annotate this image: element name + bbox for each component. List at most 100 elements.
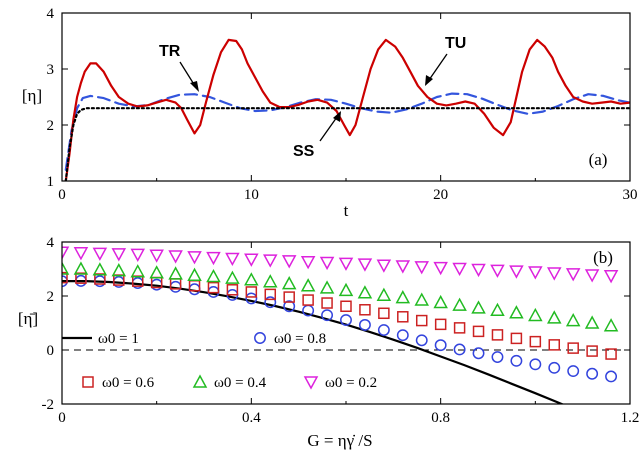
data-point-triangle-up <box>471 300 486 314</box>
data-point-triangle-down <box>414 261 429 275</box>
annotation-tu-arrowhead <box>425 75 433 86</box>
data-point-square <box>359 304 371 316</box>
data-point-circle <box>567 365 580 378</box>
series-circle-markers <box>62 274 618 383</box>
panel-b-xtick-label: 0 <box>58 410 66 426</box>
data-point-triangle-down <box>263 254 278 268</box>
data-point-circle <box>377 324 390 336</box>
data-point-triangle-down <box>300 255 316 270</box>
data-point-square <box>283 291 295 303</box>
panel-b-frame <box>61 241 631 405</box>
annotation-tu-arrow-shaft <box>428 53 448 81</box>
data-point-circle <box>548 361 561 374</box>
data-point-triangle-down <box>509 265 524 279</box>
series-line-tr <box>64 92 630 171</box>
data-point-square <box>75 272 87 284</box>
panel-a-ytick-label: 3 <box>47 62 55 78</box>
data-point-square <box>264 288 277 301</box>
data-point-square <box>94 273 106 285</box>
panel-b-ytick-label: 2 <box>47 289 55 305</box>
legend-label: ω0 = 0.6 <box>102 375 155 391</box>
data-point-circle <box>586 367 599 380</box>
data-point-square <box>567 342 579 354</box>
data-point-triangle-up <box>547 310 562 324</box>
annotation-tr-arrowhead <box>190 81 199 92</box>
data-point-triangle-up <box>319 280 335 294</box>
legend-label: ω0 = 0.4 <box>214 375 267 391</box>
data-point-circle <box>340 314 352 326</box>
data-point-square <box>605 348 617 360</box>
data-point-square <box>472 325 485 338</box>
data-point-triangle-up <box>111 263 127 277</box>
annotation-tr-arrow-shaft <box>179 61 196 87</box>
data-point-triangle-up <box>376 287 392 301</box>
panel-a-xtick-label: 10 <box>244 187 259 203</box>
data-point-triangle-down <box>168 250 183 264</box>
data-point-triangle-up <box>62 261 70 275</box>
data-point-square <box>529 335 542 348</box>
data-point-triangle-down <box>376 259 392 273</box>
data-point-triangle-up <box>338 282 354 297</box>
data-point-square <box>62 271 68 284</box>
data-point-triangle-down <box>281 255 297 269</box>
series-line-ss <box>64 107 630 181</box>
data-point-triangle-up <box>395 290 411 304</box>
panel-a: 0 10 20 30 1 2 3 4 [η] t (a) TR SS TU <box>22 6 638 220</box>
data-point-triangle-down <box>92 247 108 261</box>
series-line-tu <box>64 38 630 181</box>
legend-label: ω0 = 0.2 <box>325 375 377 391</box>
panel-a-xtick-label: 0 <box>58 187 66 203</box>
panel-b-xtick-label: 0.4 <box>242 410 261 426</box>
data-point-triangle-up <box>281 276 297 290</box>
panel-a-ylabel: [η] <box>22 86 42 105</box>
data-point-triangle-up <box>225 270 240 284</box>
series-line-omega-1 <box>62 280 565 404</box>
data-point-square <box>586 345 598 357</box>
panel-a-xlabel: t <box>344 201 349 220</box>
data-point-triangle-up <box>300 278 316 292</box>
data-point-circle <box>396 329 409 342</box>
data-point-square <box>548 339 561 351</box>
panel-a-xtick-label: 30 <box>623 187 638 203</box>
data-point-triangle-down <box>73 247 89 261</box>
data-point-triangle-up <box>433 294 448 309</box>
data-point-triangle-down <box>584 269 600 283</box>
data-point-square <box>302 294 314 306</box>
data-point-triangle-down <box>357 258 373 272</box>
data-point-triangle-down <box>471 263 486 278</box>
data-point-triangle-down <box>225 252 240 267</box>
panel-b-xtick-label: 1.2 <box>621 410 640 426</box>
panel-a-xtick-label: 20 <box>433 187 448 203</box>
data-point-square <box>453 322 466 334</box>
data-point-square <box>321 297 333 309</box>
data-point-triangle-down <box>547 267 562 281</box>
data-point-triangle-up <box>187 267 202 281</box>
data-point-triangle-down <box>149 249 164 263</box>
data-point-circle <box>453 343 466 356</box>
panel-a-series <box>64 38 630 181</box>
data-point-circle <box>491 351 504 363</box>
panel-b-ytick-label: 4 <box>47 235 55 251</box>
data-point-circle <box>264 296 277 309</box>
annotation-tr: TR <box>159 43 181 60</box>
data-point-triangle-up <box>509 305 524 319</box>
data-point-square <box>397 311 409 323</box>
data-point-circle <box>283 300 296 313</box>
data-point-triangle-down <box>603 270 619 284</box>
panel-a-ytick-label: 2 <box>47 118 55 134</box>
legend-marker-triangle-up <box>192 374 208 388</box>
data-point-triangle-up <box>357 285 373 299</box>
legend-label: ω0 = 0.8 <box>274 331 326 347</box>
data-point-triangle-down <box>111 248 127 262</box>
panel-a-frame <box>61 12 631 182</box>
data-point-square <box>415 314 428 327</box>
series-triangle-down-markers <box>62 246 619 284</box>
panel-a-ticks: 0 10 20 30 1 2 3 4 <box>47 6 638 203</box>
data-point-triangle-up <box>73 261 89 275</box>
data-point-circle <box>434 339 447 352</box>
data-point-square <box>245 286 258 298</box>
data-point-square <box>491 329 504 341</box>
panel-b-ytick-label: -2 <box>42 397 55 413</box>
